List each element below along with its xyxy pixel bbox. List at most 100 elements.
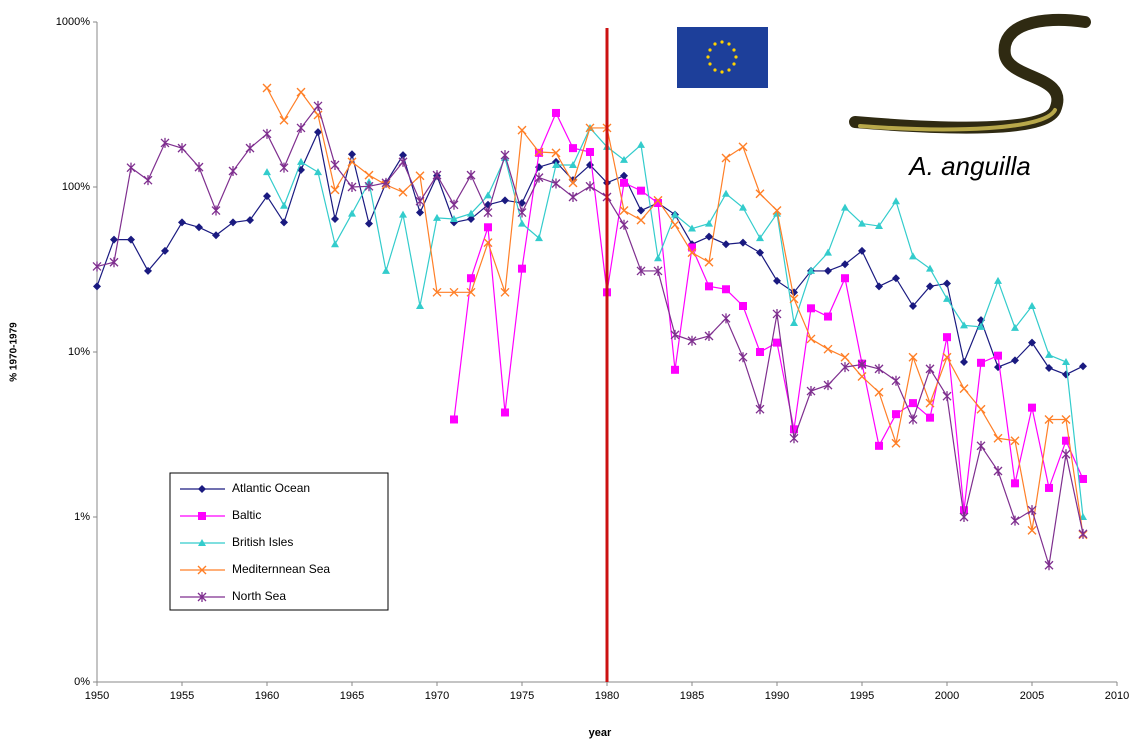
marker xyxy=(840,362,850,373)
marker xyxy=(722,240,730,249)
marker xyxy=(909,399,917,408)
marker xyxy=(279,162,289,173)
marker xyxy=(501,196,509,205)
marker xyxy=(858,246,866,255)
marker xyxy=(705,219,713,227)
marker xyxy=(756,234,764,242)
marker xyxy=(976,440,986,451)
marker xyxy=(670,220,680,230)
marker xyxy=(416,302,424,310)
marker xyxy=(976,404,986,414)
x-tick-label: 1995 xyxy=(850,690,874,702)
marker xyxy=(484,191,492,199)
marker xyxy=(874,387,884,397)
marker xyxy=(1011,323,1019,331)
marker xyxy=(670,329,680,340)
marker xyxy=(198,512,206,520)
x-tick-label: 1950 xyxy=(85,690,109,702)
marker xyxy=(620,155,628,163)
legend-label: North Sea xyxy=(232,589,286,603)
marker xyxy=(432,170,442,181)
marker xyxy=(331,214,339,223)
marker xyxy=(789,294,799,304)
marker xyxy=(772,308,782,319)
marker xyxy=(415,196,425,207)
marker xyxy=(1062,370,1070,379)
x-tick-label: 1965 xyxy=(340,690,364,702)
marker xyxy=(721,153,731,163)
marker xyxy=(925,398,935,408)
marker xyxy=(517,207,527,218)
marker xyxy=(552,160,560,168)
marker xyxy=(552,108,560,117)
eu-flag xyxy=(677,27,768,88)
marker xyxy=(977,358,985,367)
marker xyxy=(688,243,696,252)
marker xyxy=(399,210,407,218)
marker xyxy=(280,201,288,209)
marker xyxy=(942,391,952,402)
marker xyxy=(653,265,663,276)
marker xyxy=(993,433,1003,443)
marker xyxy=(518,219,526,227)
marker xyxy=(296,87,306,97)
marker xyxy=(620,178,628,187)
marker xyxy=(841,203,849,211)
annotation: A. anguilla xyxy=(907,151,1030,181)
marker xyxy=(415,171,425,181)
marker xyxy=(705,282,713,291)
series-line xyxy=(453,111,1084,511)
marker xyxy=(756,348,764,356)
marker xyxy=(773,276,781,285)
marker xyxy=(1028,302,1036,310)
marker xyxy=(348,150,356,159)
y-tick-label: 100% xyxy=(62,181,90,193)
marker xyxy=(738,352,748,363)
marker xyxy=(518,264,526,273)
marker xyxy=(398,156,408,167)
marker xyxy=(977,322,985,330)
x-tick-label: 2005 xyxy=(1020,690,1044,702)
marker xyxy=(551,178,561,189)
marker xyxy=(177,143,187,154)
marker xyxy=(891,438,901,448)
marker xyxy=(789,433,799,444)
marker xyxy=(875,222,883,230)
marker xyxy=(280,218,288,227)
marker xyxy=(229,218,237,227)
marker xyxy=(501,408,509,417)
marker xyxy=(1079,362,1087,371)
marker xyxy=(347,182,357,192)
marker xyxy=(143,175,153,186)
marker xyxy=(841,274,849,283)
x-tick-label: 1960 xyxy=(255,690,279,702)
marker xyxy=(568,178,578,188)
marker xyxy=(772,206,782,216)
marker xyxy=(943,279,951,288)
marker xyxy=(892,410,900,419)
marker xyxy=(926,282,934,291)
marker xyxy=(671,365,679,374)
marker xyxy=(364,170,374,180)
marker xyxy=(483,207,493,218)
marker xyxy=(892,274,900,283)
marker xyxy=(807,304,815,313)
marker xyxy=(875,282,883,291)
marker xyxy=(347,157,357,167)
legend-label: Baltic xyxy=(232,508,261,522)
marker xyxy=(198,485,206,493)
marker xyxy=(1010,515,1020,526)
marker xyxy=(144,266,152,275)
marker xyxy=(330,185,340,195)
marker xyxy=(500,150,510,161)
marker xyxy=(585,181,595,192)
marker xyxy=(1011,479,1019,488)
marker xyxy=(450,415,458,424)
marker xyxy=(637,186,645,195)
marker xyxy=(262,83,272,93)
marker xyxy=(466,287,476,297)
marker xyxy=(722,189,730,197)
marker xyxy=(585,123,595,133)
marker xyxy=(806,386,816,397)
marker xyxy=(619,219,629,230)
